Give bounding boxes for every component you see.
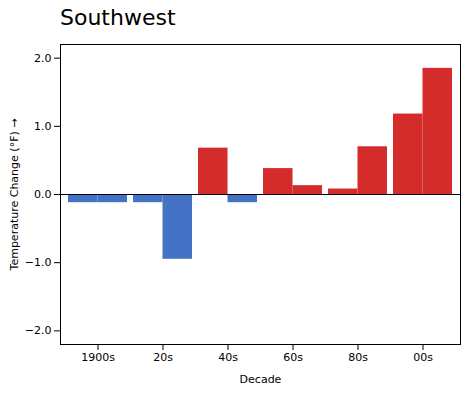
svg-text:20s: 20s <box>153 351 173 364</box>
svg-text:0.0: 0.0 <box>34 188 52 201</box>
html-text:Southwest: Southwest <box>60 5 176 30</box>
svg-text:80s: 80s <box>348 351 368 364</box>
svg-text:2.0: 2.0 <box>34 52 52 65</box>
svg-text:1.0: 1.0 <box>34 120 52 133</box>
svg-text:Decade: Decade <box>240 373 282 386</box>
svg-text:Temperature Change (°F) →: Temperature Change (°F) → <box>8 119 21 272</box>
svg-text:60s: 60s <box>283 351 303 364</box>
svg-text:1900s: 1900s <box>81 351 115 364</box>
svg-text:40s: 40s <box>218 351 238 364</box>
svg-text:−2.0: −2.0 <box>25 324 52 337</box>
svg-text:00s: 00s <box>413 351 433 364</box>
svg-text:−1.0: −1.0 <box>25 256 52 269</box>
